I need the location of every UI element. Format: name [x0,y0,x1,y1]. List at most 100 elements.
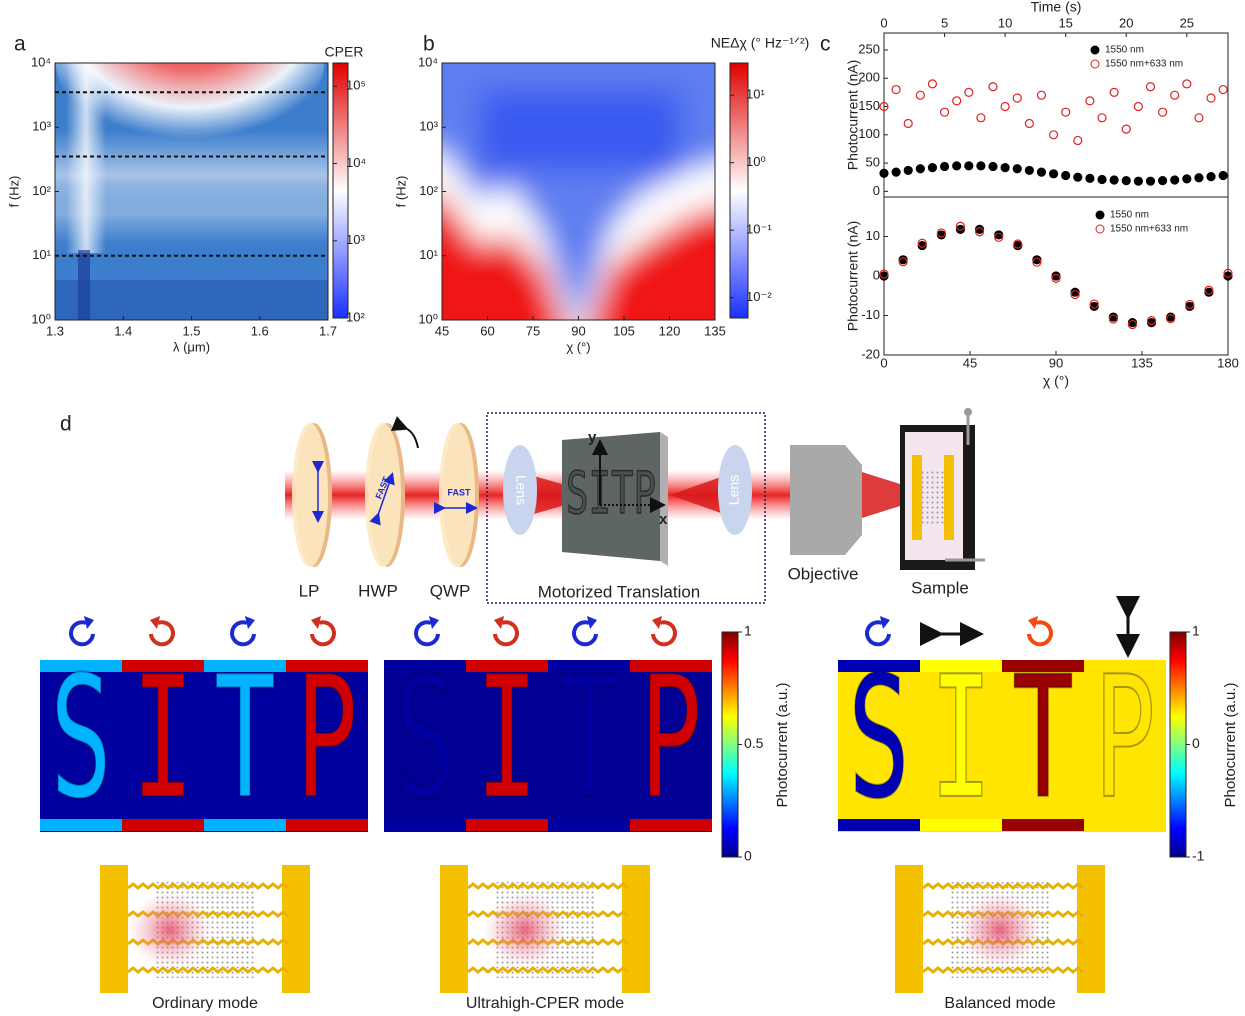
data-point [1218,84,1228,95]
data-point [1000,162,1010,173]
x-axis-label: χ (°) [1043,373,1069,389]
beam-focus [520,472,600,518]
data-point [1032,257,1042,267]
data-point [927,79,938,89]
legend-label: 1550 nm [1110,210,1149,221]
colorbar-tick-label: 10⁻² [746,289,772,304]
data-point [976,161,986,171]
electrode [282,865,310,993]
data-point [1048,169,1059,179]
panel-label: a [14,33,26,56]
data-point [1061,107,1071,117]
data-point [1170,90,1180,100]
data-point [1070,289,1080,300]
data-point [1157,107,1168,117]
image-letter: P [296,640,358,836]
data-point [1032,255,1042,265]
data-point [1145,82,1156,92]
data-point [1109,87,1119,97]
polarization-icon [311,616,321,629]
y-tick-label: 10 [866,228,880,243]
x-tick-label: 135 [704,323,726,338]
colorbar [332,62,349,319]
electrode [440,865,468,993]
y-tick-label: 50 [866,155,880,170]
x-tick-label: 45 [435,323,449,338]
data-point [955,224,966,234]
colorbar-label: Photocurrent (a.u.) [774,682,791,807]
data-point [952,96,962,106]
y-tick-label: -10 [861,307,880,322]
data-point [988,161,998,172]
data-point [1185,299,1195,310]
x-tick-label: 0 [880,355,887,370]
data-point [994,232,1004,242]
y-tick-label: 0 [873,183,880,198]
electrode [1077,865,1105,993]
x-axis-label: χ (°) [566,339,590,354]
heatmap-field [480,90,680,170]
data-point [1024,118,1034,129]
legend-marker [1095,210,1105,220]
data-point [1121,124,1131,134]
data-point [1146,316,1157,326]
electrode-finger [127,966,289,974]
data-point [891,84,901,95]
data-point [955,221,966,231]
device-channel [922,470,944,525]
polarization-icon [493,620,519,647]
y-tick-label: 0 [873,267,880,282]
polarization-icon [414,620,440,647]
data-point [1036,167,1047,177]
objective [790,445,862,555]
x-tick-label: 0 [880,15,887,30]
data-point [939,107,950,117]
x-tick-label: 90 [571,323,585,338]
legend-marker [1090,59,1100,69]
colorbar-tick-label: 10⁻¹ [746,222,772,237]
x-tick-label: 1.3 [46,323,64,338]
x-axis-label: Time (s) [1031,0,1082,15]
legend-label: 1550 nm [1105,45,1144,56]
panel-label: d [60,413,72,436]
y-tick-label: 10⁰ [31,311,51,326]
axis-label: y [588,429,597,446]
data-point [939,161,950,172]
x-tick-label: 105 [613,323,635,338]
data-point [974,224,985,234]
data-point [1109,175,1119,185]
data-point [1013,239,1023,249]
image-background [384,660,712,832]
colorbar-tick-label: 10² [346,309,365,324]
y-tick-label: 10⁰ [418,311,438,326]
y-axis-label: f (Hz) [393,176,408,208]
image-strip [838,819,920,831]
data-point [1182,79,1192,89]
panel-label: c [820,33,831,56]
data-point [1051,273,1061,283]
lens [718,445,752,535]
image-strip [122,819,204,831]
data-point [1206,172,1216,182]
colorbar-tick-label: 0.5 [744,735,764,751]
image-strip [384,660,466,672]
plate-edge [660,432,668,566]
image-strip [204,819,286,831]
electrode-finger [127,882,289,890]
lens-label: Lens [513,475,529,505]
data-point [879,168,889,178]
polarization-icon [880,616,890,629]
data-point [1097,174,1107,185]
data-point [1182,174,1192,184]
colorbar-tick-label: 0 [1192,735,1200,751]
image-strip [920,819,1002,831]
data-point [879,101,889,112]
y-tick-label: 200 [858,70,880,85]
waveplate [439,423,475,567]
beam-focus [862,472,935,518]
colorbar [1169,631,1187,858]
plate [562,432,660,561]
image-letter: T [558,640,620,836]
y-tick-label: 10² [419,183,438,198]
